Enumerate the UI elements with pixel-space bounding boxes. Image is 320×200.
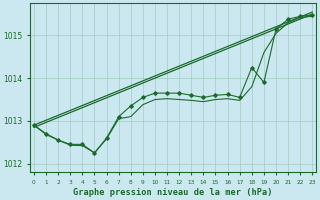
X-axis label: Graphe pression niveau de la mer (hPa): Graphe pression niveau de la mer (hPa) <box>73 188 273 197</box>
